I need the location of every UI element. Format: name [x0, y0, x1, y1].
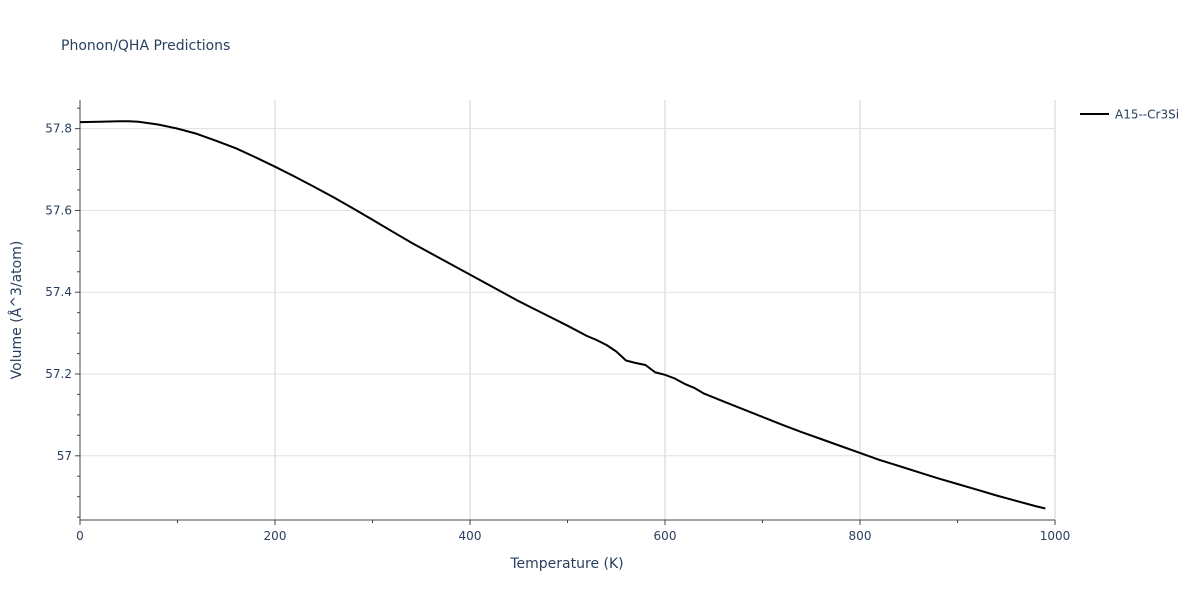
x-axis-ticks: 0 200 400 600 800 1000: [76, 520, 1070, 543]
legend-label: A15--Cr3Si: [1115, 108, 1179, 122]
plot-series: [79, 120, 1046, 510]
gridlines: [80, 100, 1056, 520]
x-tick-label: 0: [76, 529, 84, 543]
series-line: [79, 120, 1046, 510]
legend[interactable]: A15--Cr3Si: [1080, 108, 1179, 122]
x-axis-label: Temperature (K): [509, 556, 623, 572]
x-tick-label: 400: [459, 529, 482, 543]
y-tick-label: 57.4: [45, 285, 72, 299]
y-tick-label: 57: [57, 449, 72, 463]
y-axis-label: Volume (Å^3/atom): [8, 241, 25, 380]
y-tick-label: 57.6: [45, 203, 72, 217]
x-tick-label: 600: [654, 529, 677, 543]
x-tick-label: 1000: [1040, 529, 1071, 543]
y-tick-label: 57.2: [45, 367, 72, 381]
y-axis-ticks: 57 57.2 57.4 57.6 57.8: [45, 107, 80, 518]
chart-title: Phonon/QHA Predictions: [61, 38, 230, 54]
x-tick-label: 800: [849, 529, 872, 543]
axes: [79, 100, 1055, 521]
y-tick-label: 57.8: [45, 122, 72, 136]
x-tick-label: 200: [264, 529, 287, 543]
